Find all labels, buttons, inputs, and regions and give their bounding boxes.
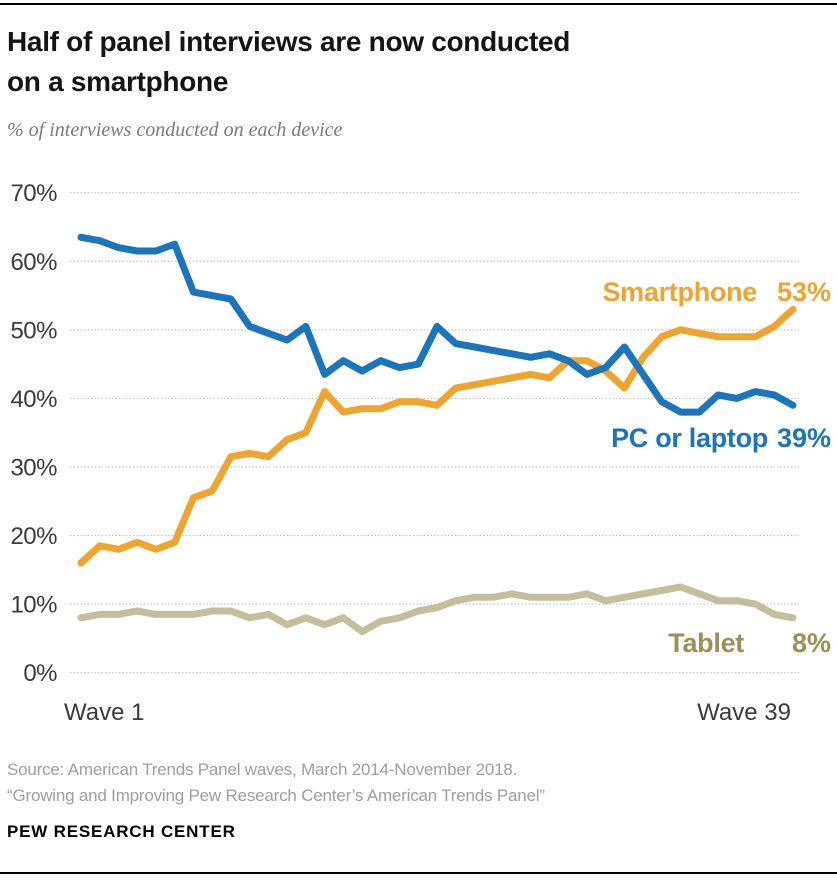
- series-label-tablet: Tablet: [668, 628, 744, 658]
- y-tick-label-40: 40%: [10, 386, 57, 413]
- series-value-tablet: 8%: [792, 628, 831, 658]
- series-value-smartphone: 53%: [777, 277, 831, 307]
- source-line-2: “Growing and Improving Pew Research Cent…: [7, 786, 545, 805]
- bottom-rule: [0, 872, 837, 874]
- y-tick-label-0: 0%: [23, 660, 57, 687]
- top-rule: [0, 3, 837, 5]
- series-line-pc-or-laptop: [77, 233, 797, 416]
- y-tick-label-30: 30%: [10, 454, 57, 481]
- source-line-1: Source: American Trends Panel waves, Mar…: [7, 760, 518, 779]
- line-chart: 70% 60% 50% 40% 30% 20% 10% 0% Smartphone 53% PC o…: [10, 180, 831, 726]
- series-label-pc-or-laptop: PC or laptop: [611, 423, 768, 453]
- y-tick-label-60: 60%: [10, 249, 57, 276]
- y-tick-label-10: 10%: [10, 592, 57, 619]
- y-tick-label-50: 50%: [10, 317, 57, 344]
- x-label-wave-39: Wave 39: [697, 699, 791, 726]
- y-tick-label-70: 70%: [10, 180, 57, 207]
- y-tick-label-20: 20%: [10, 523, 57, 550]
- series-line-smartphone: [77, 305, 797, 567]
- series-label-smartphone: Smartphone: [602, 277, 757, 307]
- page-title: Half of panel interviews are now conduct…: [7, 26, 571, 97]
- source-note: Source: American Trends Panel waves, Mar…: [7, 757, 807, 809]
- series-value-pc-or-laptop: 39%: [777, 423, 831, 453]
- x-label-wave-1: Wave 1: [64, 699, 144, 726]
- page-subtitle: % of interviews conducted on each device: [7, 119, 343, 141]
- pew-research-center-logo-text: PEW RESEARCH CENTER: [7, 822, 236, 841]
- series-line-tablet: [77, 583, 797, 636]
